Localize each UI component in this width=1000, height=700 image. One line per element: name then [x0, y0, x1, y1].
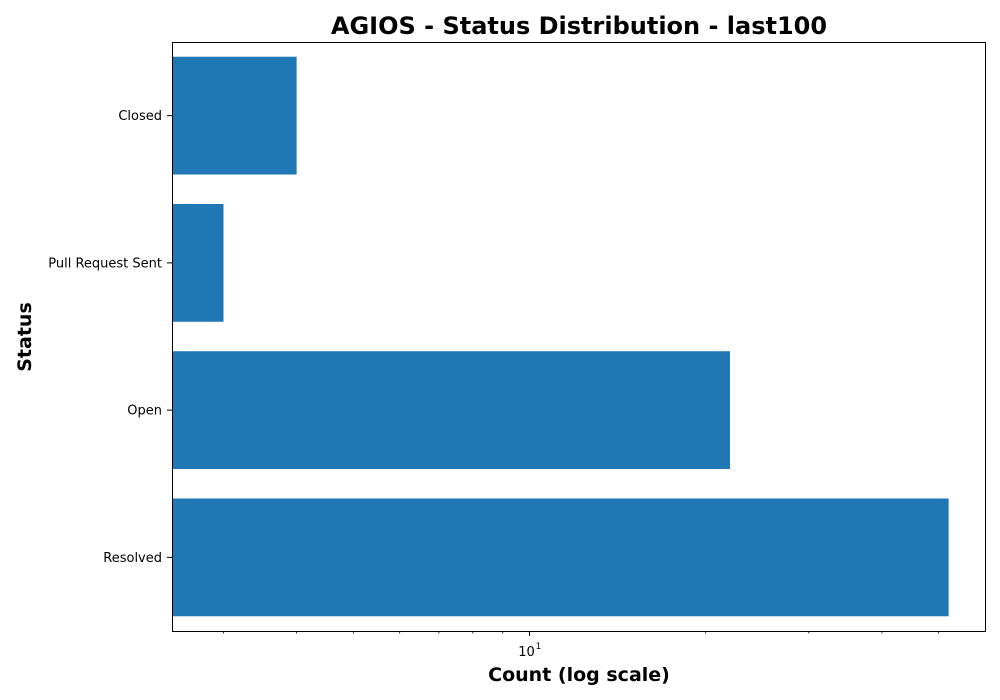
y-tick-label-resolved: Resolved — [103, 551, 162, 566]
bar-pull-request-sent — [172, 203, 224, 322]
x-axis-ticks: 10 1 — [223, 631, 940, 660]
chart-title: AGIOS - Status Distribution - last100 — [331, 12, 827, 40]
plot-frame — [172, 42, 986, 632]
y-tick-label-pull-request-sent: Pull Request Sent — [48, 256, 162, 271]
x-axis-title: Count (log scale) — [488, 664, 670, 686]
y-axis-title: Status — [14, 302, 36, 372]
x-tick-label-exponent-10: 1 — [536, 642, 542, 652]
y-tick-label-closed: Closed — [118, 109, 162, 124]
y-axis-ticks: Resolved Open Pull Request Sent Closed — [48, 109, 172, 566]
bar-resolved — [172, 498, 949, 617]
bar-closed — [172, 56, 297, 175]
x-tick-label-10: 10 — [518, 645, 535, 660]
y-tick-label-open: Open — [127, 404, 162, 419]
bar-open — [172, 351, 730, 470]
bars-layer — [172, 56, 949, 617]
